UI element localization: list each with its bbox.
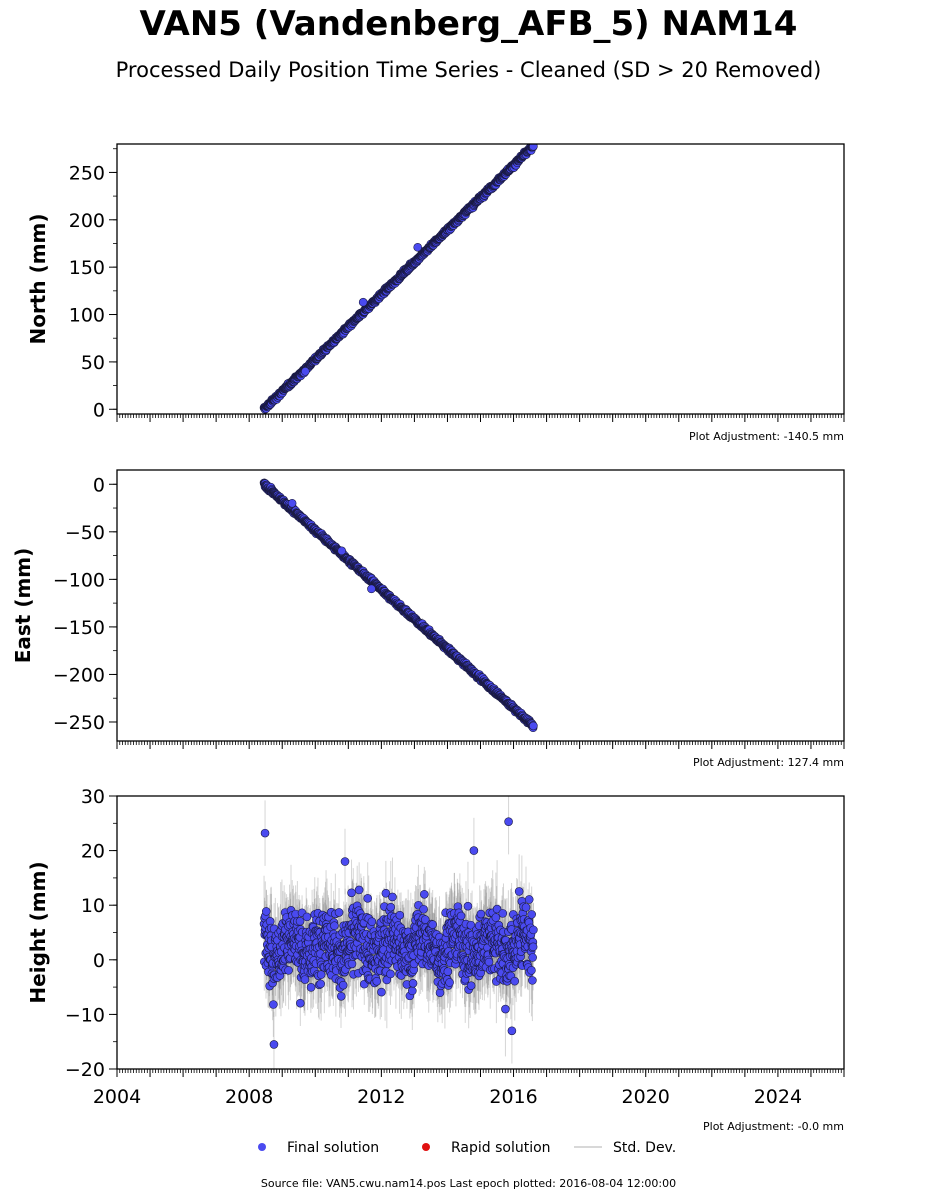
data-point — [301, 367, 310, 376]
plot-adjustment-note: Plot Adjustment: -140.5 mm — [689, 430, 844, 443]
y-tick-label: 150 — [69, 257, 105, 279]
series-points — [259, 144, 538, 414]
panel-1: 0 50 100 150 200 250 North (mm) Plot Adjustment… — [26, 143, 845, 443]
final-solution-points — [259, 144, 538, 414]
y-axis-label: North (mm) — [26, 213, 50, 344]
chart-title: VAN5 (Vandenberg_AFB_5) NAM14 — [139, 4, 798, 44]
chart-subtitle: Processed Daily Position Time Series - C… — [115, 58, 822, 82]
final-solution-points — [259, 478, 538, 733]
data-point — [413, 242, 423, 252]
y-tick-label: 50 — [81, 352, 105, 374]
data-point — [358, 297, 368, 307]
y-tick-label: 0 — [93, 399, 105, 421]
y-tick-label: 200 — [69, 210, 105, 232]
data-point — [337, 546, 347, 556]
y-tick-label: 250 — [69, 162, 105, 184]
data-point — [529, 144, 538, 151]
data-point — [529, 721, 538, 731]
data-point — [287, 498, 297, 508]
series-points — [259, 478, 538, 733]
y-tick-label: 100 — [69, 305, 105, 327]
plot-frame — [116, 469, 845, 742]
plot-frame — [116, 143, 845, 415]
data-point — [367, 584, 376, 594]
